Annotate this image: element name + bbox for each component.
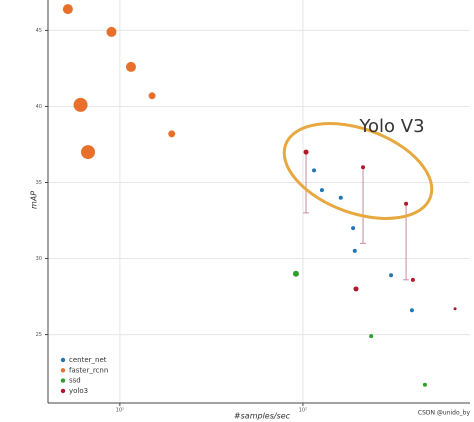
point xyxy=(353,286,359,292)
point xyxy=(453,307,457,311)
y-tick-label: 35 xyxy=(36,180,42,186)
annotation: Yolo V3 xyxy=(358,116,424,137)
point xyxy=(62,4,73,15)
x-tick-label: 10¹ xyxy=(116,408,124,414)
legend-marker xyxy=(60,357,66,363)
point xyxy=(125,61,136,72)
legend-marker xyxy=(60,378,66,383)
point xyxy=(410,277,415,282)
point xyxy=(351,226,356,231)
point xyxy=(148,92,156,100)
point xyxy=(73,97,88,112)
legend-marker xyxy=(60,368,66,373)
legend-label: yolo3 xyxy=(69,387,88,395)
legend-marker xyxy=(60,388,66,394)
highlight-ellipse xyxy=(282,122,434,220)
point xyxy=(292,270,299,277)
y-axis-label: mAP xyxy=(30,191,39,209)
point xyxy=(352,248,357,253)
y-tick-label: 30 xyxy=(36,256,42,262)
point xyxy=(361,165,366,170)
point xyxy=(106,26,117,37)
x-tick-label: 10² xyxy=(299,408,307,414)
y-tick-label: 25 xyxy=(36,332,42,338)
point xyxy=(369,334,374,339)
y-tick-label: 45 xyxy=(36,28,42,34)
point xyxy=(168,130,176,138)
point xyxy=(319,188,324,193)
point xyxy=(389,273,394,278)
point xyxy=(409,308,414,313)
point xyxy=(81,145,96,160)
legend-label: faster_rcnn xyxy=(69,366,108,374)
point xyxy=(303,149,309,155)
watermark: CSDN @unido_by xyxy=(418,410,471,417)
x-axis-label: #samples/sec xyxy=(234,412,291,421)
point xyxy=(338,195,343,200)
legend-label: ssd xyxy=(69,377,81,385)
point xyxy=(312,168,317,173)
point xyxy=(422,382,427,387)
point xyxy=(404,201,409,206)
y-tick-label: 40 xyxy=(36,104,42,110)
legend-label: center_net xyxy=(69,356,107,364)
